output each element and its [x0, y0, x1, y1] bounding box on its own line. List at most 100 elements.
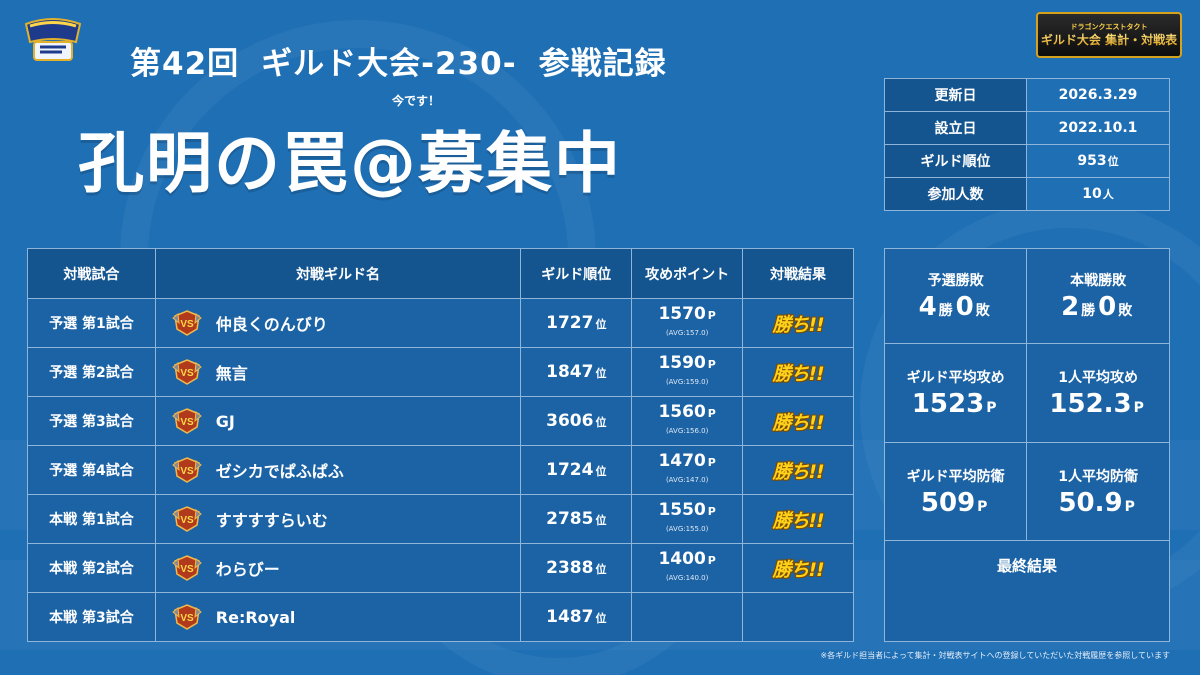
opponent-cell: VS ゼシカでぱふぱふ	[154, 445, 522, 495]
attack-average: (AVG:155.0)	[665, 524, 709, 533]
title-round: 第42回	[130, 46, 240, 82]
match-label: 本戦 第2試合	[27, 543, 156, 593]
title-record: 参戦記録	[538, 46, 667, 82]
opponent-rank: 1727 位	[520, 298, 633, 348]
opponent-name: Re:Royal	[215, 607, 296, 627]
game-logo	[22, 14, 84, 66]
title-event: ギルド大会-230-	[261, 46, 517, 82]
match-result: 勝ち!!	[742, 347, 854, 397]
header-opponent: 対戦ギルド名	[154, 248, 522, 299]
opponent-name: ゼシカでぱふぱふ	[215, 462, 344, 481]
win-badge: 勝ち!!	[772, 313, 824, 336]
opponent-name: 仲良くのんびり	[215, 315, 328, 334]
attack-average: (AVG:140.0)	[665, 573, 709, 582]
table-row: 本戦 第2試合 VS わらびー 2388 位 1400 P (AVG:140.0) …	[27, 543, 854, 593]
table-row: 本戦 第3試合 VS Re:Royal 1487 位	[27, 592, 854, 642]
opponent-cell: VS GJ	[154, 396, 522, 446]
info-value: 2022.10.1	[1026, 111, 1170, 145]
opponent-name: すすすすらいむ	[215, 511, 328, 530]
site-logo-subtitle: ドラゴンクエストタクト	[1070, 22, 1148, 31]
win-badge: 勝ち!!	[772, 558, 824, 581]
opponent-rank: 1487 位	[520, 592, 633, 642]
vs-emblem-icon: VS	[171, 359, 202, 385]
person-average-attack: 1人平均攻め 152.3 P	[1026, 343, 1170, 443]
site-logo-title: ギルド大会 集計・対戦表	[1040, 32, 1178, 47]
guild-average-defense: ギルド平均防衛 509 P	[883, 442, 1028, 541]
info-row-rank: ギルド順位 953位	[884, 144, 1170, 178]
info-value: 2026.3.29	[1026, 78, 1170, 112]
attack-average: (AVG:159.0)	[665, 377, 709, 386]
attack-points: 1550 P (AVG:155.0)	[631, 494, 744, 544]
site-logo: ドラゴンクエストタクト ギルド大会 集計・対戦表	[1036, 12, 1182, 58]
attack-average: (AVG:147.0)	[665, 475, 709, 484]
table-row: 予選 第1試合 VS 仲良くのんびり 1727 位 1570 P (AVG:157.…	[27, 298, 854, 348]
header-rank: ギルド順位	[520, 248, 633, 299]
final-result-label: 最終結果	[996, 557, 1057, 575]
match-result: 勝ち!!	[742, 543, 854, 593]
info-label: ギルド順位	[884, 144, 1027, 178]
opponent-cell: VS わらびー	[154, 543, 522, 593]
win-badge: 勝ち!!	[772, 509, 824, 532]
vs-emblem-icon: VS	[171, 604, 202, 630]
opponent-rank: 3606 位	[520, 396, 633, 446]
match-label: 本戦 第1試合	[27, 494, 156, 544]
header-match: 対戦試合	[27, 248, 156, 299]
person-average-defense: 1人平均防衛 50.9 P	[1026, 442, 1170, 541]
svg-text:VS: VS	[180, 515, 194, 526]
table-row: 予選 第2試合 VS 無言 1847 位 1590 P (AVG:159.0) 勝ち…	[27, 347, 854, 397]
now-label: 今です！	[392, 94, 441, 108]
vs-emblem-icon: VS	[171, 408, 202, 434]
attack-points: 1560 P (AVG:156.0)	[631, 396, 744, 446]
vs-emblem-icon: VS	[171, 506, 202, 532]
vs-emblem-icon: VS	[171, 310, 202, 336]
opponent-rank: 2388 位	[520, 543, 633, 593]
win-badge: 勝ち!!	[772, 460, 824, 483]
match-result: 勝ち!!	[742, 298, 854, 348]
attack-points: 1570 P (AVG:157.0)	[631, 298, 744, 348]
opponent-name: わらびー	[215, 560, 280, 579]
opponent-name: GJ	[215, 411, 235, 431]
match-label: 本戦 第3試合	[27, 592, 156, 642]
opponent-rank: 1847 位	[520, 347, 633, 397]
opponent-cell: VS 無言	[154, 347, 522, 397]
svg-text:VS: VS	[180, 613, 194, 624]
info-label: 更新日	[884, 78, 1027, 112]
header-points: 攻めポイント	[631, 248, 744, 299]
footnote: ※各ギルド担当者によって集計・対戦表サイトへの登録していただいた対戦履歴を参照し…	[820, 651, 1170, 660]
svg-text:VS: VS	[180, 319, 194, 330]
win-badge: 勝ち!!	[772, 411, 824, 434]
opponent-cell: VS Re:Royal	[154, 592, 522, 642]
match-result: 勝ち!!	[742, 445, 854, 495]
attack-average: (AVG:156.0)	[665, 426, 709, 435]
opponent-name: 無言	[215, 364, 248, 383]
match-table: 対戦試合 対戦ギルド名 ギルド順位 攻めポイント 対戦結果 予選 第1試合 VS…	[27, 248, 854, 642]
attack-points: 1400 P (AVG:140.0)	[631, 543, 744, 593]
match-result: 勝ち!!	[742, 494, 854, 544]
vs-emblem-icon: VS	[171, 457, 202, 483]
match-label: 予選 第4試合	[27, 445, 156, 495]
page-title: 第42回 ギルド大会-230- 参戦記録	[130, 38, 770, 83]
table-row: 予選 第3試合 VS GJ 3606 位 1560 P (AVG:156.0) 勝ち…	[27, 396, 854, 446]
win-badge: 勝ち!!	[772, 362, 824, 385]
info-value: 953位	[1026, 144, 1170, 178]
vs-emblem-icon: VS	[171, 555, 202, 581]
match-table-header: 対戦試合 対戦ギルド名 ギルド順位 攻めポイント 対戦結果	[27, 248, 854, 299]
table-row: 本戦 第1試合 VS すすすすらいむ 2785 位 1550 P (AVG:155.…	[27, 494, 854, 544]
info-row-founded: 設立日 2022.10.1	[884, 111, 1170, 145]
info-row-members: 参加人数 10人	[884, 177, 1170, 211]
opponent-cell: VS 仲良くのんびり	[154, 298, 522, 348]
attack-points	[631, 592, 744, 642]
match-label: 予選 第1試合	[27, 298, 156, 348]
guild-average-attack: ギルド平均攻め 1523 P	[883, 343, 1028, 443]
info-row-updated: 更新日 2026.3.29	[884, 78, 1170, 112]
opponent-rank: 1724 位	[520, 445, 633, 495]
match-result	[742, 592, 854, 642]
svg-text:VS: VS	[180, 368, 194, 379]
match-result: 勝ち!!	[742, 396, 854, 446]
match-label: 予選 第3試合	[27, 396, 156, 446]
svg-text:VS: VS	[180, 417, 194, 428]
match-label: 予選 第2試合	[27, 347, 156, 397]
